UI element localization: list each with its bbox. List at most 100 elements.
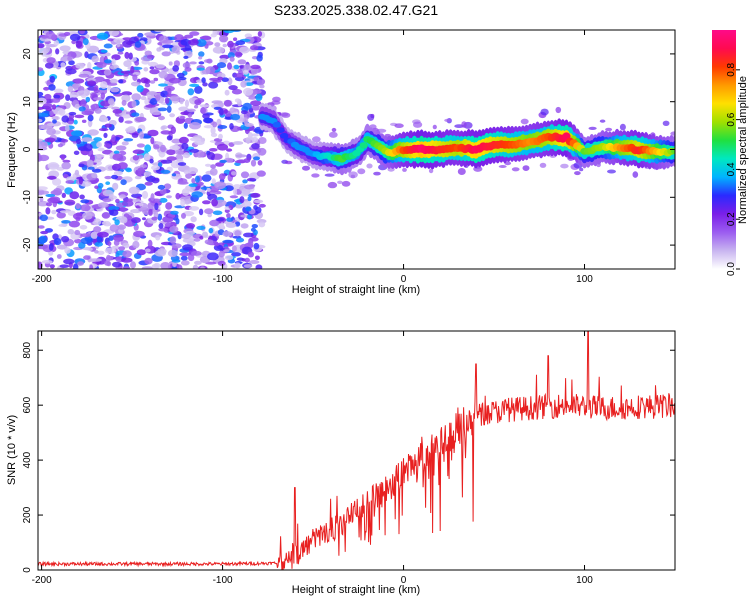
noise-blob	[181, 256, 188, 261]
noise-blob	[220, 222, 224, 229]
noise-blob	[217, 62, 226, 68]
noise-blob	[74, 151, 80, 155]
noise-blob	[189, 149, 199, 153]
noise-blob	[247, 178, 256, 182]
noise-blob	[151, 178, 159, 184]
noise-blob	[97, 232, 109, 238]
scatter-blob	[523, 165, 530, 171]
noise-blob	[194, 99, 201, 105]
noise-blob	[50, 76, 56, 83]
noise-blob	[184, 123, 188, 129]
noise-blob	[248, 132, 253, 138]
noise-blob	[250, 193, 260, 198]
noise-blob	[166, 149, 175, 155]
noise-blob	[194, 238, 201, 241]
noise-blob	[234, 230, 241, 236]
x-tick-label: -100	[213, 575, 233, 586]
noise-blob	[80, 233, 91, 237]
noise-blob	[120, 179, 126, 185]
y-tick-label: 600	[22, 396, 33, 413]
noise-blob	[61, 162, 71, 169]
noise-blob	[206, 67, 210, 74]
noise-blob	[70, 34, 81, 41]
noise-blob	[182, 244, 193, 250]
scatter-blob	[461, 121, 466, 128]
noise-blob	[185, 45, 192, 51]
noise-blob	[142, 217, 146, 220]
snr-x-label: Height of straight line (km)	[292, 584, 420, 596]
scatter-blob	[328, 182, 337, 188]
noise-blob	[196, 226, 205, 230]
noise-blob	[64, 32, 70, 36]
noise-blob	[219, 108, 224, 115]
noise-blob	[132, 209, 139, 213]
scatter-blob	[605, 128, 612, 132]
scatter-blob	[633, 171, 639, 178]
noise-blob	[145, 105, 156, 108]
noise-blob	[191, 251, 202, 256]
noise-blob	[80, 99, 86, 107]
noise-blob	[207, 252, 219, 260]
noise-blob	[244, 185, 254, 190]
noise-blob	[189, 122, 201, 129]
noise-blob	[112, 262, 122, 268]
noise-blob	[155, 95, 160, 101]
noise-blob	[235, 98, 241, 102]
noise-blob	[230, 56, 235, 61]
noise-blob	[86, 97, 91, 103]
noise-blob	[60, 62, 65, 67]
noise-blob	[137, 85, 144, 92]
noise-blob	[193, 265, 198, 271]
noise-blob	[180, 116, 186, 119]
noise-blob	[132, 241, 139, 248]
noise-blob	[229, 123, 234, 130]
noise-blob	[118, 52, 124, 55]
noise-blob	[258, 31, 262, 37]
noise-blob	[144, 171, 152, 176]
noise-blob	[105, 181, 110, 185]
noise-blob	[214, 42, 220, 47]
colorbar-tick-label: 0.4	[726, 162, 737, 176]
noise-blob	[144, 144, 151, 152]
noise-blob	[156, 64, 165, 68]
noise-blob	[124, 52, 129, 59]
noise-blob	[131, 93, 141, 100]
noise-blob	[170, 95, 181, 101]
noise-blob	[63, 259, 74, 265]
noise-blob	[219, 160, 227, 163]
colorbar: 0.00.20.40.60.8 Normalized spectral ampl…	[712, 30, 749, 276]
noise-blob	[248, 240, 254, 247]
noise-blob	[103, 198, 112, 202]
noise-blob	[228, 85, 237, 90]
scatter-blob	[512, 167, 520, 171]
noise-blob	[83, 255, 90, 260]
noise-blob	[101, 50, 108, 53]
noise-blob	[103, 133, 107, 138]
scatter-blob	[444, 119, 451, 122]
noise-blob	[209, 148, 218, 152]
scatter-blob	[607, 170, 616, 174]
noise-blob	[243, 117, 248, 124]
noise-blob	[75, 104, 80, 109]
scatter-blob	[329, 132, 338, 138]
noise-blob	[205, 239, 214, 244]
noise-blob	[61, 115, 69, 122]
noise-blob	[49, 196, 60, 202]
noise-blob	[76, 41, 83, 48]
noise-blob	[189, 61, 197, 64]
noise-blob	[223, 44, 228, 48]
x-tick-label: 100	[576, 274, 593, 285]
noise-blob	[242, 179, 248, 183]
noise-blob	[218, 261, 226, 266]
scatter-blob	[332, 128, 337, 132]
figure: S233.2025.338.02.47.G21 -200-1000100 -20…	[0, 0, 750, 600]
noise-blob	[194, 140, 205, 145]
noise-blob	[213, 47, 225, 54]
noise-blob	[244, 264, 253, 268]
noise-blob	[183, 56, 188, 59]
noise-blob	[257, 170, 266, 176]
noise-blob	[211, 133, 217, 137]
noise-blob	[162, 45, 174, 49]
noise-blob	[211, 100, 222, 104]
noise-blob	[236, 154, 247, 157]
